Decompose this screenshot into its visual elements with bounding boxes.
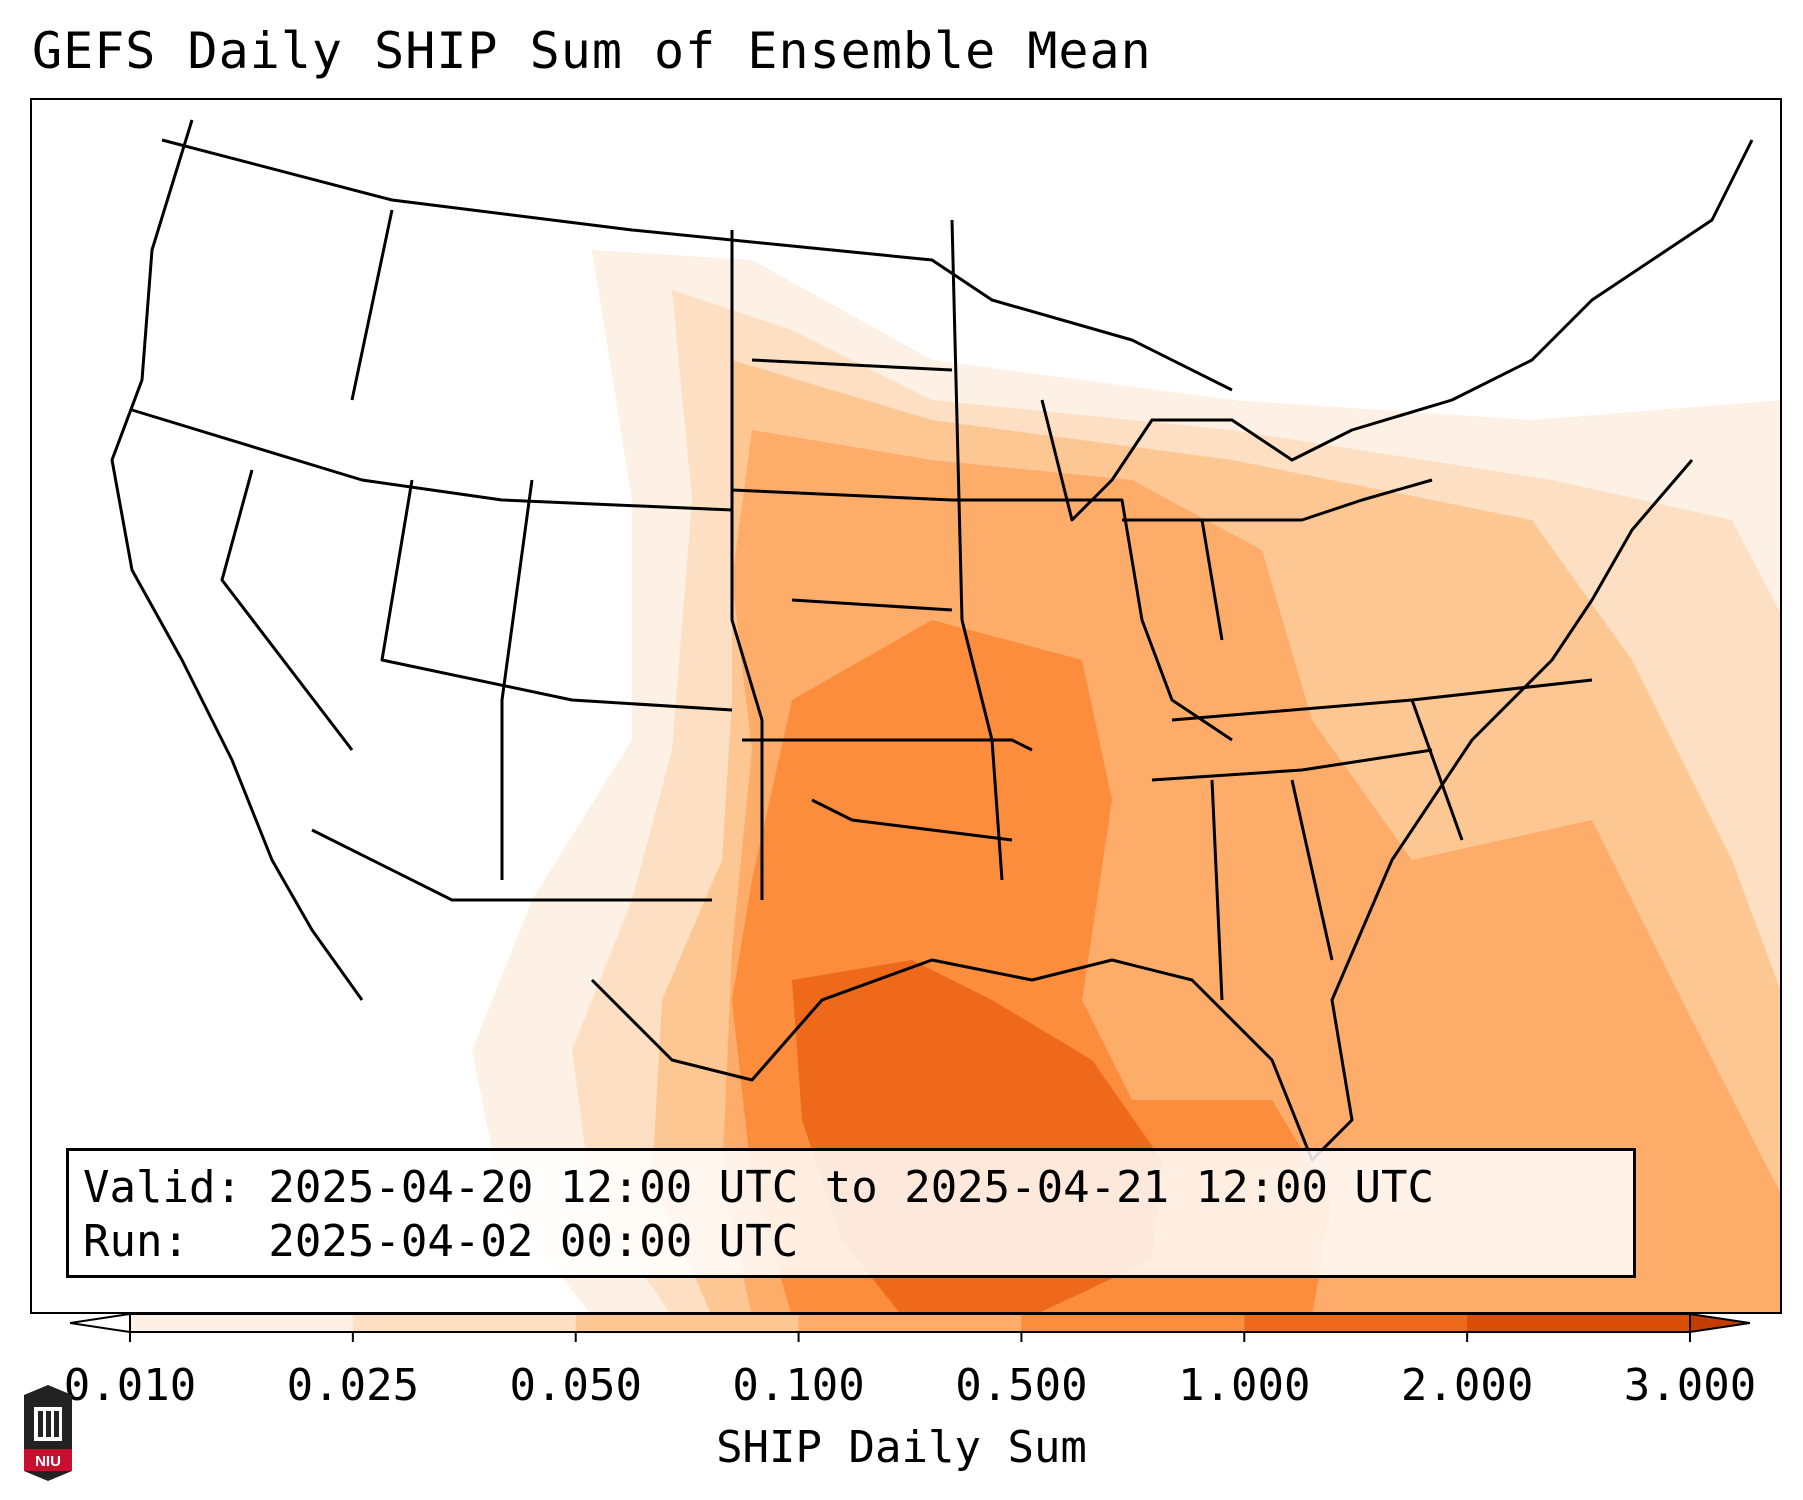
valid-time-text: Valid: 2025-04-20 12:00 UTC to 2025-04-2… (83, 1162, 1435, 1213)
canada-border (161, 138, 1233, 392)
colorbar-tick-label: 1.000 (1178, 1360, 1311, 1411)
valid-info-box: Valid: 2025-04-20 12:00 UTC to 2025-04-2… (66, 1148, 1636, 1278)
colorbar-tick-label: 2.000 (1400, 1360, 1534, 1411)
colorbar-segment (1467, 1314, 1691, 1332)
colorbar-segment (1021, 1314, 1245, 1332)
colorbar (70, 1312, 1750, 1342)
ship-shading (472, 250, 1780, 1312)
colorbar-over-extension (1689, 1312, 1750, 1334)
colorbar-outline (129, 1313, 1691, 1333)
boundaries (110, 119, 1754, 1162)
colorbar-tick-label: 0.010 (63, 1360, 197, 1411)
colorbar-label: SHIP Daily Sum (716, 1422, 1087, 1473)
colorbar-segment (352, 1314, 577, 1332)
state-lines-east (952, 478, 1593, 1001)
state-lines-central (730, 219, 1033, 900)
state-lines-west (131, 209, 733, 902)
colorbar-tick-label: 3.000 (1623, 1360, 1757, 1411)
colorbar-ticks (129, 1332, 1691, 1342)
colorbar-segment (575, 1314, 800, 1332)
west-coast (110, 119, 364, 1001)
map-panel (30, 98, 1782, 1314)
run-time-text: Run: 2025-04-02 00:00 UTC (83, 1216, 799, 1267)
colorbar-tick-label: 0.100 (732, 1360, 865, 1411)
colorbar-under-extension (70, 1312, 131, 1334)
colorbar-segments (70, 1312, 1750, 1334)
gulf-coast (590, 459, 1694, 1162)
colorbar-tick-label: 0.025 (286, 1360, 420, 1411)
niu-logo-text: NIU (35, 1453, 61, 1470)
colorbar-tick-label: 0.050 (509, 1360, 642, 1411)
colorbar-segment (130, 1314, 354, 1332)
colorbar-tick-label: 0.500 (955, 1360, 1088, 1411)
great-lakes (1040, 139, 1754, 522)
colorbar-segment (798, 1314, 1022, 1332)
map-canvas (110, 119, 1780, 1312)
page-title: GEFS Daily SHIP Sum of Ensemble Mean (32, 22, 1152, 80)
niu-logo: NIU (24, 1385, 72, 1481)
colorbar-segment (1244, 1314, 1468, 1332)
